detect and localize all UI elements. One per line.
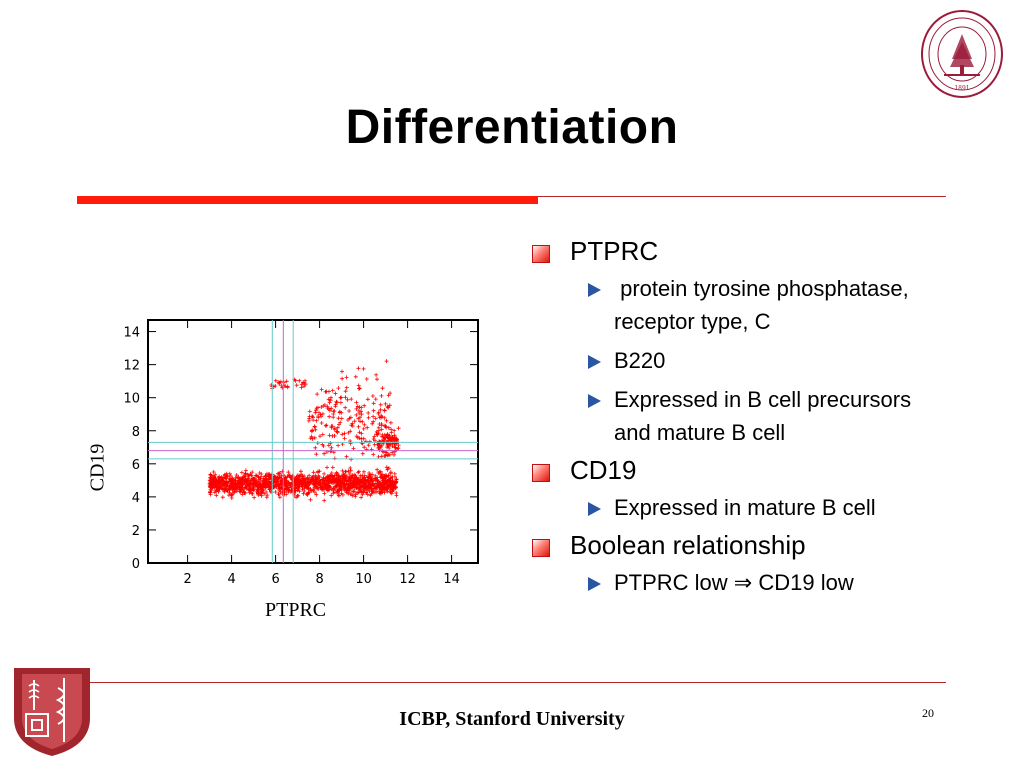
y-tick-label: 12 (123, 359, 140, 374)
sub-bullet: PTPRC low ⇒ CD19 low (532, 566, 952, 599)
x-tick-label: 8 (315, 572, 323, 587)
x-tick-label: 12 (399, 572, 416, 587)
square-bullet-icon (532, 245, 550, 263)
bullet-boolean: Boolean relationship (532, 530, 952, 560)
triangle-bullet-icon (588, 283, 601, 297)
x-axis-label: PTPRC (265, 599, 327, 621)
y-tick-label: 10 (123, 392, 140, 407)
x-tick-label: 4 (227, 572, 235, 587)
title-underline-thick (77, 196, 538, 204)
sub-bullet: Expressed in mature B cell (532, 491, 952, 524)
y-tick-label: 6 (132, 458, 140, 473)
footer-text: ICBP, Stanford University (399, 708, 625, 730)
bullet-cd19: CD19 (532, 455, 952, 485)
seal-year: 1891 (954, 85, 969, 92)
sub-bullet: B220 (532, 344, 952, 377)
y-axis-label: CD19 (86, 443, 109, 492)
square-bullet-icon (532, 539, 550, 557)
title-underline-thin (538, 196, 946, 197)
x-tick-label: 14 (443, 572, 460, 587)
sub-bullet: protein tyrosine phosphatase, receptor t… (532, 272, 952, 338)
bullet-list: PTPRC protein tyrosine phosphatase, rece… (532, 230, 952, 599)
scatter-plot: 0 2 4 6 8 10 12 14 2 4 6 8 10 12 14 (123, 319, 479, 587)
triangle-bullet-icon (588, 577, 601, 591)
triangle-bullet-icon (588, 394, 601, 408)
page-number: 20 (922, 706, 934, 720)
slide-title: Differentiation (345, 101, 679, 154)
footer-rule (90, 682, 946, 683)
x-tick-label: 6 (271, 572, 279, 587)
x-tick-label: 10 (355, 572, 372, 587)
y-tick-label: 14 (123, 326, 140, 341)
triangle-bullet-icon (588, 355, 601, 369)
y-tick-label: 8 (132, 425, 140, 440)
y-tick-label: 0 (132, 557, 140, 572)
y-tick-label: 2 (132, 524, 140, 539)
x-tick-label: 2 (183, 572, 191, 587)
y-tick-label: 4 (132, 491, 140, 506)
plot-frame (147, 319, 479, 564)
stanford-medicine-logo (14, 668, 90, 756)
stanford-seal-logo: 1891 (921, 10, 1003, 98)
bullet-ptprc: PTPRC (532, 236, 952, 266)
square-bullet-icon (532, 464, 550, 482)
scatter-points (207, 359, 401, 503)
sub-bullet: Expressed in B cell precursors and matur… (532, 383, 952, 449)
triangle-bullet-icon (588, 502, 601, 516)
scatter-point-marks (207, 359, 401, 503)
